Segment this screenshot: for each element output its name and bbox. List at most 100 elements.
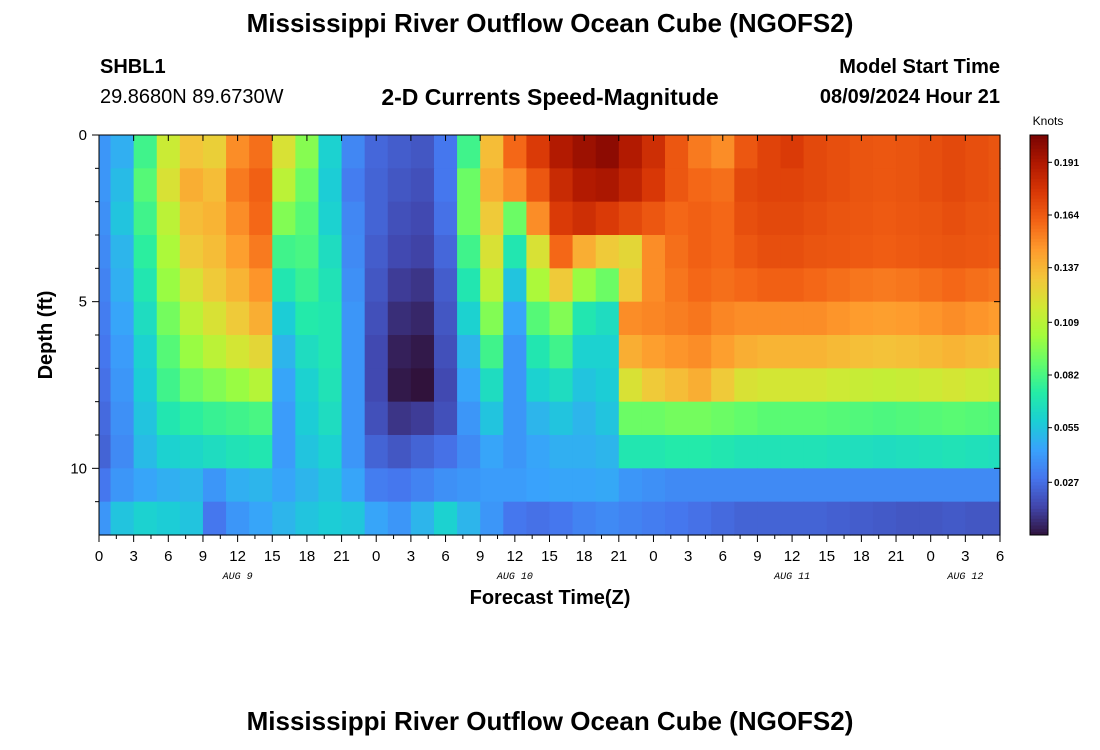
heatmap-cell [965, 201, 990, 236]
colorbar-tick-label: 0.109 [1054, 318, 1079, 329]
heatmap-cell [295, 268, 320, 303]
colorbar-swatch [1030, 415, 1048, 419]
heatmap-cell [711, 135, 735, 169]
heatmap-cell [272, 335, 296, 369]
heatmap-cell [156, 435, 181, 469]
heatmap-cell [318, 168, 343, 203]
heatmap-cell [896, 468, 920, 503]
heatmap-cell [133, 168, 158, 203]
heatmap-cell [618, 201, 643, 236]
heatmap-cell [480, 501, 504, 536]
heatmap-cell [503, 335, 527, 369]
heatmap-cell [249, 335, 273, 369]
heatmap-cell [133, 368, 158, 403]
x-tick-label: 9 [476, 548, 484, 565]
heatmap-cell [618, 435, 643, 469]
colorbar-swatch [1030, 365, 1048, 369]
colorbar-swatch [1030, 165, 1048, 169]
colorbar-swatch [1030, 328, 1048, 333]
colorbar-swatch [1030, 481, 1048, 486]
heatmap-cell [549, 168, 574, 203]
colorbar-swatch [1030, 141, 1048, 146]
heatmap-cell [618, 401, 643, 436]
colorbar-swatch [1030, 185, 1048, 189]
heatmap-cell [688, 201, 712, 236]
heatmap-cell [249, 268, 273, 303]
heatmap-cell [226, 401, 250, 436]
heatmap-cell [572, 235, 597, 269]
heatmap-cell [757, 201, 782, 236]
heatmap-cell [295, 468, 320, 503]
heatmap-cell [99, 135, 112, 169]
heatmap-cell [896, 368, 920, 403]
colorbar-units: Knots [1033, 114, 1064, 128]
colorbar-swatch [1030, 478, 1048, 483]
x-tick-label: 3 [684, 548, 692, 565]
date-label: AUG 10 [496, 572, 533, 583]
heatmap-cell [433, 168, 458, 203]
heatmap-cell [503, 368, 527, 403]
heatmap-cell [688, 135, 712, 169]
heatmap-cell [179, 435, 204, 469]
colorbar-swatch [1030, 408, 1048, 413]
heatmap-cell [249, 401, 273, 436]
heatmap-cell [942, 201, 966, 236]
heatmap-cell [826, 468, 851, 503]
heatmap-cell [942, 335, 966, 369]
heatmap-cell [249, 301, 273, 336]
heatmap-cell [457, 401, 481, 436]
colorbar-swatch [1030, 398, 1048, 403]
heatmap-cell [341, 335, 366, 369]
heatmap-cell [387, 335, 412, 369]
heatmap-cell [757, 335, 782, 369]
heatmap-cell [734, 168, 759, 203]
heatmap-cell [942, 468, 966, 503]
heatmap-cell [872, 501, 897, 536]
heatmap-cell [133, 135, 158, 169]
heatmap-cell [295, 201, 320, 236]
heatmap-cell [480, 135, 504, 169]
x-tick-label: 6 [996, 548, 1004, 565]
heatmap-cell [110, 401, 135, 436]
heatmap-cell [133, 501, 158, 536]
chart-title: Mississippi River Outflow Ocean Cube (NG… [246, 8, 854, 38]
colorbar-swatch [1030, 358, 1048, 363]
heatmap-cell [665, 335, 689, 369]
heatmap-cell [179, 335, 204, 369]
heatmap-cell [641, 501, 666, 536]
heatmap-cell [826, 201, 851, 236]
heatmap-cell [734, 435, 759, 469]
heatmap-cell [618, 235, 643, 269]
heatmap-cell [457, 201, 481, 236]
heatmap-cell [364, 401, 389, 436]
heatmap-cell [526, 335, 551, 369]
y-tick-label: 10 [70, 460, 87, 477]
heatmap-cell [364, 335, 389, 369]
colorbar-swatch [1030, 298, 1048, 303]
heatmap-cell [595, 435, 620, 469]
heatmap-cell [156, 468, 181, 503]
heatmap-cell [665, 235, 689, 269]
colorbar-swatch [1030, 205, 1048, 209]
colorbar-swatch [1030, 418, 1048, 423]
heatmap-cell [526, 501, 551, 536]
colorbar-swatch [1030, 151, 1048, 156]
heatmap-cell [480, 168, 504, 203]
heatmap-cell [295, 435, 320, 469]
x-tick-label: 6 [164, 548, 172, 565]
colorbar-swatch [1030, 188, 1048, 193]
heatmap-cell [110, 168, 135, 203]
heatmap-cell [318, 435, 343, 469]
heatmap-cell [503, 435, 527, 469]
heatmap-cell [433, 335, 458, 369]
heatmap-cell [849, 368, 874, 403]
heatmap-cell [849, 401, 874, 436]
heatmap-cell [711, 501, 735, 536]
heatmap-cell [896, 201, 920, 236]
heatmap-cell [711, 368, 735, 403]
heatmap-cell [272, 168, 296, 203]
heatmap-cell [133, 401, 158, 436]
heatmap-cell [965, 435, 990, 469]
heatmap-cell [849, 235, 874, 269]
heatmap-cell [410, 235, 435, 269]
